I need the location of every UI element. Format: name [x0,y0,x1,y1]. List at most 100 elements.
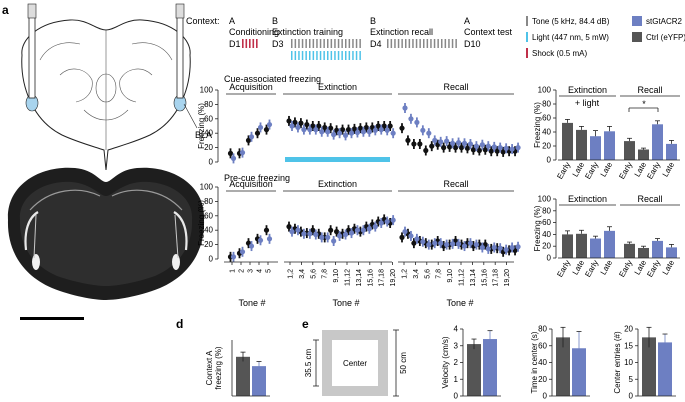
outer-size-label: 50 cm [399,352,408,374]
cue-timecourse-stgtacr2-point [509,146,515,152]
recall-tone-mark [426,39,429,48]
precue-summary-bar [638,247,649,258]
precue-timecourse-x-tick-label: 1,2 [402,269,409,279]
precue-timecourse-chart: 0 20 40 60 80 100 Freezing (%) Acquisition Extin… [197,179,521,308]
stage-2-day: D3 [272,39,284,49]
precue-timecourse-x-tick-label: 3 [248,269,255,273]
cue-summary-x-tick-label: Early [583,161,600,181]
cue-timecourse-stgtacr2-point [342,132,349,138]
cue-timecourse-light-bar [285,157,390,162]
cue-timecourse-stgtacr2-point [497,145,503,151]
time-center-bar [556,337,570,396]
precue-timecourse-stgtacr2-point [239,249,246,255]
precue-timecourse-x-tick-label: 13,14 [470,269,477,287]
precue-summary-bar [624,243,635,258]
panel-label-a: a [2,3,9,17]
cue-summary-bar [652,124,663,160]
precue-timecourse-x-tick-label: 7,8 [436,269,443,279]
cue-timecourse-ctrl-point [452,145,459,151]
center-entries-y-tick-label: 15 [624,341,633,350]
cue-timecourse-ctrl-point [488,148,494,154]
conditioning-tone-shock-mark [256,39,258,48]
precue-timecourse-y-tick-label: 80 [204,197,213,206]
time-center-y-tick-label: 0 [543,392,548,401]
velocity-chart: 0 1 2 3 4 Velocity (cm/s) [441,325,501,401]
recall-tone-mark [394,39,396,48]
precue-timecourse-x-tick-label: 9,10 [333,269,340,283]
cue-timecourse-stgtacr2-point [455,139,462,146]
precue-timecourse-stgtacr2-point [289,229,295,235]
stage-2-name: Extinction training [272,27,343,37]
conditioning-tone-shock-mark [242,39,244,48]
precue-timecourse-stgtacr2-point [455,241,462,247]
precue-timecourse-stgtacr2-point [354,227,361,233]
cue-summary-group-label: Extinction [568,85,607,95]
cue-timecourse-ctrl-point [357,125,363,131]
cue-timecourse-ctrl-point [381,123,387,129]
precue-timecourse-stgtacr2-point [420,239,426,245]
context-a-bar [236,356,250,396]
cue-timecourse-stgtacr2-point [319,129,325,135]
cue-timecourse-stgtacr2-point [331,132,337,138]
stgtacr2-legend-swatch [632,16,642,26]
precue-timecourse-phase-label: Recall [443,179,468,189]
precue-summary-y-tick-label: 0 [547,254,552,263]
tone-legend-label: Tone (5 kHz, 84.4 dB) [532,17,610,26]
extinction-light-mark [341,51,343,60]
cue-timecourse-ctrl-point [500,149,506,155]
cue-timecourse-ctrl-point [375,123,381,129]
precue-timecourse-x-tick-label: 11,12 [345,269,352,286]
extinction-light-mark [355,51,358,60]
stage-1-context: A [229,16,235,26]
cue-summary-x-tick-label: Early [555,161,572,181]
precue-timecourse-stgtacr2-point [295,227,301,233]
cue-timecourse-stgtacr2-point [485,143,491,149]
recall-tone-mark [412,39,414,48]
extinction-tone-mark [327,39,329,48]
stage-1-day: D1 [229,39,241,49]
brain-schematic: BLA [21,3,212,171]
recall-tone-mark [444,39,447,48]
cue-timecourse-stgtacr2-point [266,121,273,128]
precue-timecourse-stgtacr2-point [461,243,468,249]
cue-summary-bar [624,141,635,160]
extinction-light-mark [352,51,354,60]
precue-summary-bar [576,233,587,258]
cue-timecourse-ctrl-point [254,130,261,136]
inner-size-label: 35.5 cm [304,348,313,377]
center-entries-y-tick-label: 20 [624,325,633,334]
precue-timecourse-x-axis-label-extinction: Tone # [332,298,359,308]
precue-timecourse-stgtacr2-point [491,244,497,251]
precue-summary-y-tick-label: 60 [542,218,551,227]
precue-timecourse-stgtacr2-point [366,226,372,232]
cue-timecourse-ctrl-point [227,150,234,156]
cue-timecourse-stgtacr2-point [325,129,331,135]
precue-timecourse-ctrl-point [263,227,270,233]
recall-tone-mark [419,39,421,48]
cue-timecourse-stgtacr2-point [257,124,264,131]
precue-summary-bar [562,234,573,258]
cue-timecourse-stgtacr2-point [289,123,295,129]
cue-summary-bar [576,129,587,160]
extinction-tone-mark [352,39,354,48]
precue-summary-x-tick-label: Early [555,259,572,279]
extinction-tone-mark [348,39,351,48]
cue-timecourse-stgtacr2-point [384,127,390,133]
cue-summary-group-label: Recall [637,85,662,95]
cue-timecourse-stgtacr2-point [408,116,414,122]
recall-tone-mark [408,39,411,48]
cue-timecourse-stgtacr2-point [503,145,509,151]
precue-timecourse-x-tick-label: 5,6 [310,269,317,279]
precue-timecourse-stgtacr2-point [473,242,479,248]
cue-timecourse-ctrl-point [245,137,252,143]
extinction-light-mark [327,51,329,60]
extinction-tone-mark [359,39,361,48]
cue-timecourse-stgtacr2-point [479,142,485,148]
precue-timecourse-stgtacr2-point [426,242,432,248]
extinction-light-mark [291,51,293,60]
precue-timecourse-stgtacr2-point [497,245,503,251]
context-a-bar [252,366,266,396]
cue-timecourse-ctrl-point [399,125,405,131]
